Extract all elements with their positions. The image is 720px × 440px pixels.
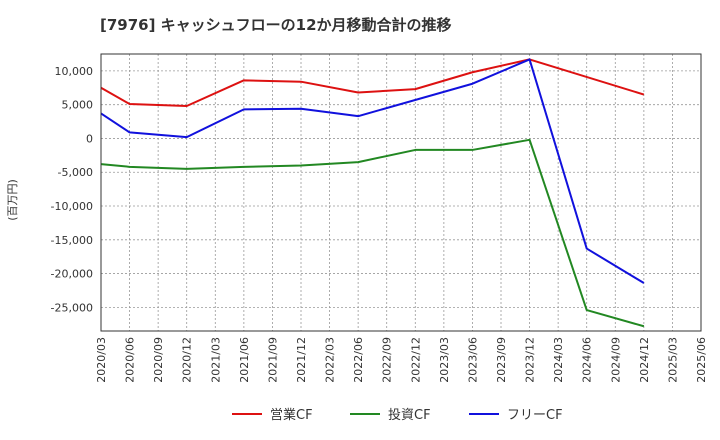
x-tick-label: 2022/09 [381, 337, 394, 383]
x-tick-label: 2024/12 [638, 337, 651, 383]
x-tick-label: 2025/06 [695, 337, 708, 383]
y-tick-label: 0 [86, 132, 93, 145]
y-tick-label: -5,000 [58, 166, 93, 179]
y-tick-label: -25,000 [51, 301, 93, 314]
x-tick-label: 2023/12 [524, 337, 537, 383]
x-tick-label: 2020/12 [181, 337, 194, 383]
x-tick-label: 2020/06 [124, 337, 137, 383]
x-tick-label: 2021/09 [266, 337, 279, 383]
series-line-営業CF [100, 58, 645, 108]
x-tick-labels: 2020/03 2020/06 2020/09 2020/12 2021/03 2021/… [95, 337, 708, 383]
y-axis-label: (百万円) [6, 179, 19, 221]
x-tick-label: 2021/12 [295, 337, 308, 383]
legend-label: フリーCF [507, 408, 563, 423]
legend-label: 投資CF [388, 407, 431, 423]
y-tick-label: 10,000 [55, 65, 94, 78]
x-tick-label: 2024/03 [552, 337, 565, 383]
y-tick-label: -10,000 [51, 200, 93, 213]
y-tick-label: -15,000 [51, 234, 93, 247]
series-layer [100, 58, 645, 328]
x-tick-label: 2022/03 [324, 337, 337, 383]
x-tick-label: 2022/06 [352, 337, 365, 383]
x-tick-label: 2021/03 [209, 337, 222, 383]
grid-layer [101, 54, 701, 331]
x-tick-label: 2021/06 [238, 337, 251, 383]
y-tick-label: 5,000 [62, 99, 94, 112]
series-line-フリーCF [100, 58, 645, 284]
x-tick-label: 2025/03 [666, 337, 679, 383]
y-tick-labels: 10,000 5,000 0 -5,000 -10,000 -15,000 -20,000 -… [51, 65, 93, 314]
x-tick-label: 2023/06 [466, 337, 479, 383]
chart-title: [7976] キャッシュフローの12か月移動合計の推移 [100, 16, 452, 34]
series-line-投資CF [100, 138, 645, 328]
x-tick-label: 2024/09 [609, 337, 622, 383]
x-tick-label: 2024/06 [581, 337, 594, 383]
x-tick-label: 2023/03 [438, 337, 451, 383]
y-tick-label: -20,000 [51, 268, 93, 281]
x-tick-label: 2020/03 [95, 337, 108, 383]
plot-frame [100, 53, 702, 332]
legend: 営業CF 投資CF フリーCF [232, 407, 563, 423]
x-tick-label: 2020/09 [152, 337, 165, 383]
x-tick-label: 2023/09 [495, 337, 508, 383]
legend-label: 営業CF [270, 407, 313, 423]
x-tick-label: 2022/12 [409, 337, 422, 383]
